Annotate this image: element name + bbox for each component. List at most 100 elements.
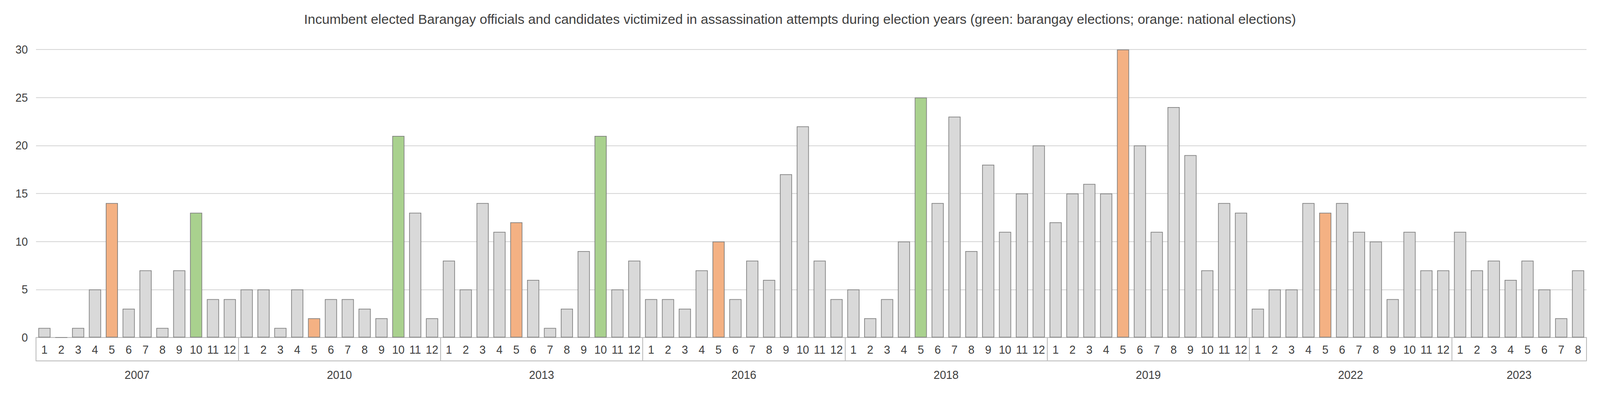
svg-text:11: 11 <box>611 343 624 357</box>
svg-text:3: 3 <box>75 343 82 357</box>
svg-text:1: 1 <box>41 343 48 357</box>
svg-text:8: 8 <box>1170 343 1177 357</box>
svg-text:2007: 2007 <box>124 368 150 382</box>
svg-text:2: 2 <box>58 343 65 357</box>
svg-text:2019: 2019 <box>1135 368 1162 382</box>
svg-text:0: 0 <box>21 331 28 344</box>
svg-text:3: 3 <box>681 343 689 357</box>
svg-text:6: 6 <box>934 343 941 357</box>
svg-text:25: 25 <box>15 91 28 104</box>
svg-text:1: 1 <box>1456 343 1464 357</box>
svg-text:7: 7 <box>546 343 554 357</box>
svg-text:9: 9 <box>782 343 789 357</box>
svg-text:2013: 2013 <box>529 368 555 382</box>
svg-text:6: 6 <box>1541 343 1548 357</box>
svg-text:4: 4 <box>293 343 301 357</box>
svg-text:2: 2 <box>1271 343 1278 357</box>
svg-text:6: 6 <box>530 343 537 357</box>
svg-text:20: 20 <box>15 139 28 152</box>
svg-text:1: 1 <box>850 343 857 357</box>
svg-text:12: 12 <box>223 343 237 357</box>
svg-text:2: 2 <box>867 343 874 357</box>
svg-text:1: 1 <box>1052 343 1060 357</box>
svg-text:10: 10 <box>15 235 28 248</box>
svg-text:2018: 2018 <box>933 368 959 382</box>
svg-text:9: 9 <box>378 343 385 357</box>
svg-text:2016: 2016 <box>731 368 757 382</box>
svg-text:8: 8 <box>563 343 571 357</box>
svg-text:10: 10 <box>998 343 1012 357</box>
svg-text:1: 1 <box>445 343 452 357</box>
svg-text:5: 5 <box>513 343 520 357</box>
svg-text:5: 5 <box>310 343 318 357</box>
svg-text:8: 8 <box>968 343 975 357</box>
svg-text:9: 9 <box>985 343 992 357</box>
svg-text:7: 7 <box>748 343 756 357</box>
svg-text:5: 5 <box>1524 343 1531 357</box>
svg-text:6: 6 <box>327 343 334 357</box>
svg-text:12: 12 <box>425 343 439 357</box>
svg-text:11: 11 <box>1420 343 1433 357</box>
svg-text:30: 30 <box>15 43 28 56</box>
svg-text:2: 2 <box>260 343 267 357</box>
svg-text:7: 7 <box>344 343 352 357</box>
svg-text:2: 2 <box>462 343 469 357</box>
svg-text:9: 9 <box>1389 343 1396 357</box>
svg-text:11: 11 <box>409 343 422 357</box>
svg-text:10: 10 <box>392 343 405 357</box>
svg-text:1: 1 <box>243 343 250 357</box>
svg-text:12: 12 <box>1032 343 1046 357</box>
svg-text:10: 10 <box>594 343 608 357</box>
svg-text:2010: 2010 <box>326 368 352 382</box>
svg-text:12: 12 <box>830 343 843 357</box>
svg-text:10: 10 <box>1403 343 1416 357</box>
svg-text:9: 9 <box>1187 343 1194 357</box>
svg-text:3: 3 <box>1086 343 1093 357</box>
svg-text:10: 10 <box>1201 343 1214 357</box>
svg-text:12: 12 <box>627 343 641 357</box>
svg-text:3: 3 <box>1288 343 1295 357</box>
svg-text:8: 8 <box>159 343 166 357</box>
svg-text:9: 9 <box>175 343 183 357</box>
svg-text:2: 2 <box>1473 343 1481 357</box>
svg-text:5: 5 <box>1119 343 1127 357</box>
svg-text:15: 15 <box>15 187 28 200</box>
svg-text:4: 4 <box>1103 343 1110 357</box>
svg-text:11: 11 <box>813 343 826 357</box>
svg-text:3: 3 <box>883 343 891 357</box>
svg-text:2022: 2022 <box>1338 368 1364 382</box>
svg-text:5: 5 <box>917 343 924 357</box>
svg-text:10: 10 <box>796 343 810 357</box>
svg-text:10: 10 <box>189 343 203 357</box>
svg-text:8: 8 <box>1574 343 1582 357</box>
svg-text:11: 11 <box>1218 343 1231 357</box>
svg-text:7: 7 <box>142 343 149 357</box>
svg-text:11: 11 <box>207 343 219 357</box>
svg-text:9: 9 <box>580 343 587 357</box>
svg-text:7: 7 <box>1153 343 1160 357</box>
svg-text:4: 4 <box>900 343 907 357</box>
svg-text:2: 2 <box>664 343 672 357</box>
svg-text:12: 12 <box>1437 343 1450 357</box>
svg-text:11: 11 <box>1016 343 1028 357</box>
svg-text:6: 6 <box>125 343 132 357</box>
svg-text:12: 12 <box>1234 343 1248 357</box>
svg-text:4: 4 <box>698 343 705 357</box>
svg-text:1: 1 <box>648 343 655 357</box>
svg-text:5: 5 <box>715 343 722 357</box>
svg-text:8: 8 <box>361 343 368 357</box>
svg-text:Incumbent elected Barangay off: Incumbent elected Barangay officials and… <box>303 11 1296 27</box>
svg-text:2023: 2023 <box>1506 368 1532 382</box>
svg-text:5: 5 <box>21 283 28 296</box>
svg-text:6: 6 <box>1338 343 1346 357</box>
svg-text:4: 4 <box>91 343 99 357</box>
svg-text:7: 7 <box>1558 343 1565 357</box>
svg-text:4: 4 <box>1305 343 1312 357</box>
svg-text:3: 3 <box>1490 343 1497 357</box>
svg-text:8: 8 <box>766 343 773 357</box>
svg-text:3: 3 <box>277 343 284 357</box>
svg-text:5: 5 <box>1322 343 1329 357</box>
svg-text:8: 8 <box>1372 343 1380 357</box>
svg-text:3: 3 <box>479 343 486 357</box>
svg-text:1: 1 <box>1254 343 1262 357</box>
